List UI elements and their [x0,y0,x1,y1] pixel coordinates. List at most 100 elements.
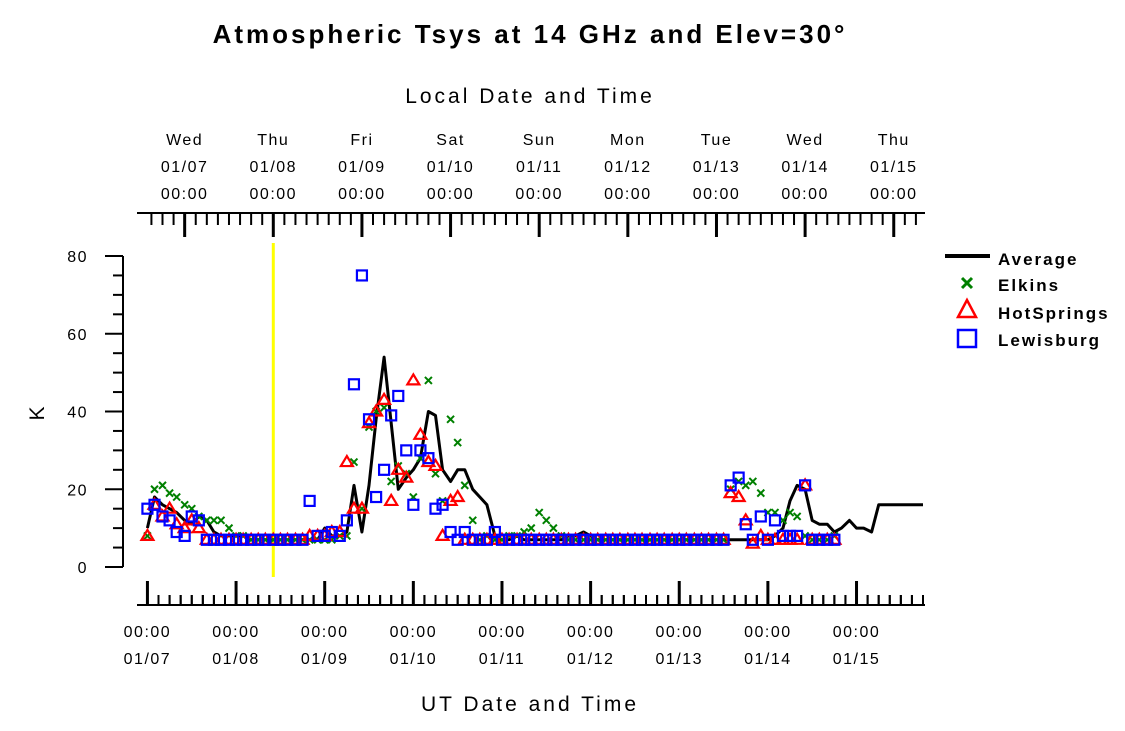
lewisburg-point [547,533,560,546]
elkins-point-stroke [165,488,174,498]
hotsprings-point [368,403,385,417]
bottom-axis-title: UT Date and Time [421,693,639,716]
lewisburg-point [436,498,449,511]
elkins-point-stroke [209,516,219,525]
bottom-time-label: 00:00 [212,624,260,641]
top-date-label: 01/12 [604,159,652,176]
bottom-date-label: 01/11 [479,651,525,668]
y-axis-title: K [26,403,49,420]
top-time-label: 00:00 [693,186,741,203]
lewisburg-point [510,533,524,546]
elkins-point-stroke [386,477,396,486]
lewisburg-point [400,444,413,457]
lewisburg-point [702,533,715,546]
average-line [145,355,923,542]
lewisburg-point [311,529,324,543]
legend-average-label: Average [998,250,1078,269]
elkins-point [209,516,219,525]
y-tick-label: 40 [67,405,88,422]
top-day-label: Mon [610,132,646,149]
top-time-label: 00:00 [515,186,563,203]
lewisburg-point [296,533,309,546]
lewisburg-point [466,533,479,546]
hotsprings-point [744,535,761,549]
top-date-label: 01/14 [781,159,829,176]
bottom-time-label: 00:00 [124,624,172,641]
elkins-point-stroke [431,469,440,478]
lewisburg-point [444,525,457,539]
bottom-date-label: 01/14 [744,651,792,668]
lewisburg-point [229,533,243,546]
elkins-point [424,376,433,385]
legend-elkins-swatch [960,276,974,290]
lewisburg-point [200,533,213,546]
legend-hotsprings-label: HotSprings [998,304,1110,323]
hotsprings-point [434,527,451,542]
bottom-time-label: 00:00 [478,624,526,641]
legend-lewisburg-swatch [956,328,978,349]
lewisburg-point [791,529,804,543]
hotsprings-point [420,453,437,468]
bottom-date-label: 01/07 [124,651,172,668]
elkins-point [460,481,469,490]
top-day-label: Wed [787,132,824,149]
top-day-label: Sat [436,132,465,149]
elkins-point-stroke [216,516,226,525]
lewisburg-point [355,269,369,282]
lewisburg-point [267,533,280,546]
elkins-point-stroke [756,488,766,498]
lewisburg-point [599,533,612,546]
lewisburg-point [451,533,464,546]
top-date-label: 01/09 [338,159,386,176]
elkins-point [453,438,462,447]
legend: Average Elkins HotSprings Lewisburg [945,250,1110,350]
elkins-point-stroke [534,508,544,517]
hotsprings-point [730,488,747,503]
lewisburg-point [562,533,575,546]
plot-area: 0 20 40 60 80 00:00 01/07 00:00 01/08 00:00 01/09 0… [67,132,925,668]
bottom-date-label: 01/12 [567,651,615,668]
hotsprings-point [353,500,370,514]
lewisburg-point [245,533,258,546]
hotsprings-point [412,426,429,440]
top-day-label: Sun [523,132,556,149]
y-tick-label: 60 [67,327,88,344]
lewisburg-point [717,533,730,546]
elkins-point-stroke [748,477,758,486]
elkins-point-stroke [549,523,558,533]
elkins-point-stroke [172,492,181,502]
elkins-point-stroke [542,516,551,525]
hotsprings-point [139,527,156,542]
hotsprings-point [398,469,415,483]
lewisburg-point [429,502,442,515]
lewisburg-point [392,389,405,403]
lewisburg-point [192,514,205,527]
lewisburg-point [577,533,590,546]
top-day-label: Wed [166,132,203,149]
lewisburg-point [635,533,649,546]
lewisburg-point [385,409,398,422]
lewisburg-point [732,471,745,484]
lewisburg-point [148,498,161,511]
lewisburg-point [252,533,265,546]
elkins-point-stroke [741,481,750,490]
lewisburg-point [318,529,331,543]
series-average [145,355,923,542]
lewisburg-point [673,533,686,546]
top-day-label: Fri [350,132,373,149]
lewisburg-point [325,525,338,539]
top-day-label: Thu [257,132,289,149]
lewisburg-point [621,533,634,546]
top-date-label: 01/07 [161,159,209,176]
lewisburg-point [754,510,767,523]
elkins-point [216,516,226,525]
elkins-point [386,477,396,486]
hotsprings-point [338,453,355,468]
lewisburg-point [170,525,183,539]
lewisburg-point [761,533,774,546]
lewisburg-point [362,413,376,426]
elkins-point-stroke [453,438,462,447]
lewisburg-point [281,533,294,546]
top-date-label: 01/11 [516,159,562,176]
lewisburg-point [333,529,346,543]
